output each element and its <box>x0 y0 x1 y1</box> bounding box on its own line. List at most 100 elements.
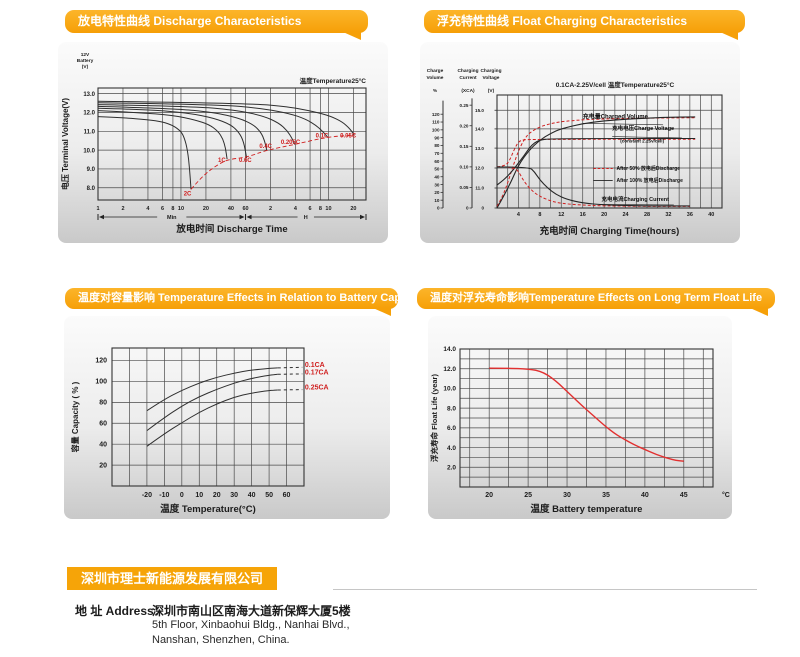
svg-text:90: 90 <box>434 135 440 140</box>
svg-text:Charging: Charging <box>480 68 501 74</box>
svg-text:10: 10 <box>434 198 440 203</box>
svg-text:20: 20 <box>485 492 493 499</box>
svg-text:30: 30 <box>230 492 238 499</box>
temp-capacity-banner-label: 温度对容量影响 Temperature Effects in Relation … <box>78 292 427 304</box>
svg-text:6.0: 6.0 <box>447 425 456 432</box>
svg-text:Min: Min <box>167 215 177 221</box>
svg-text:10.0: 10.0 <box>83 148 95 154</box>
svg-text:(V): (V) <box>82 64 89 70</box>
svg-text:35: 35 <box>602 492 610 499</box>
svg-text:0.10: 0.10 <box>460 165 469 170</box>
float-charging-chart-panel: 4 8 12 16 20 24 28 32 36 40 充电时间 Charging Time(hou… <box>420 42 740 243</box>
svg-text:30: 30 <box>434 182 440 187</box>
banner-tail-icon <box>373 308 391 316</box>
svg-text:H: H <box>304 215 308 221</box>
company-name-banner: 深圳市理士新能源发展有限公司 <box>67 567 278 590</box>
svg-text:24: 24 <box>623 212 630 218</box>
svg-text:充电电流Charging Current: 充电电流Charging Current <box>601 195 669 203</box>
svg-text:Charging: Charging <box>457 68 478 74</box>
svg-text:12.0: 12.0 <box>83 111 95 117</box>
svg-text:8: 8 <box>538 212 541 218</box>
svg-text:Voltage: Voltage <box>483 75 500 81</box>
svg-text:Battery: Battery <box>77 58 94 64</box>
svg-text:充电电压Charge Voltage: 充电电压Charge Voltage <box>612 124 674 132</box>
svg-text:0.05C: 0.05C <box>340 133 357 139</box>
banner-tail-icon <box>720 32 738 40</box>
svg-text:60: 60 <box>434 159 440 164</box>
temp-capacity-chart: -20 -10 0 10 20 30 40 50 60 温度 Temperature(°C) 20 4… <box>70 347 329 515</box>
svg-text:0.20: 0.20 <box>460 123 469 128</box>
float-life-chart-panel: 20 25 30 35 40 45 温度 Battery temperature 2.0 4.0… <box>428 316 732 519</box>
svg-text:0.15: 0.15 <box>460 144 469 149</box>
svg-text:20: 20 <box>213 492 221 499</box>
svg-text:0.17CA: 0.17CA <box>305 370 329 377</box>
svg-text:0.1CA: 0.1CA <box>305 362 325 369</box>
svg-text:2C: 2C <box>184 192 192 198</box>
temp-capacity-chart-panel: -20 -10 0 10 20 30 40 50 60 温度 Temperature(°C) 20 4… <box>64 316 390 519</box>
svg-text:40: 40 <box>434 174 440 179</box>
address-label: 地 址 Address： <box>75 604 166 618</box>
svg-text:20: 20 <box>601 212 607 218</box>
svg-text:容量 Capacity ( % ): 容量 Capacity ( % ) <box>70 381 80 453</box>
svg-text:20: 20 <box>99 462 107 469</box>
svg-text:After 100% 放电后Discharge: After 100% 放电后Discharge <box>616 177 683 184</box>
svg-text:6: 6 <box>309 206 312 212</box>
svg-text:12.0: 12.0 <box>475 166 484 171</box>
svg-text:12: 12 <box>558 212 564 218</box>
svg-text:1: 1 <box>96 206 99 212</box>
svg-text:32: 32 <box>665 212 671 218</box>
svg-text:13.0: 13.0 <box>83 92 95 98</box>
svg-text:11.0: 11.0 <box>84 129 96 135</box>
svg-text:0: 0 <box>437 206 440 211</box>
svg-text:45: 45 <box>680 492 688 499</box>
svg-text:80: 80 <box>99 400 107 407</box>
svg-text:浮充寿命 Float Life (year): 浮充寿命 Float Life (year) <box>429 374 439 462</box>
svg-text:40: 40 <box>248 492 256 499</box>
svg-text:2: 2 <box>269 206 272 212</box>
svg-text:60: 60 <box>283 492 291 499</box>
svg-text:14.0: 14.0 <box>443 346 456 353</box>
svg-text:%: % <box>433 88 438 94</box>
svg-text:100: 100 <box>432 128 440 133</box>
float-charging-banner-label: 浮充特性曲线 Float Charging Characteristics <box>437 14 688 28</box>
svg-text:充电量Charged Volume: 充电量Charged Volume <box>583 113 649 121</box>
float-charging-chart: 4 8 12 16 20 24 28 32 36 40 充电时间 Charging Time(hou… <box>427 68 723 237</box>
svg-text:10: 10 <box>325 206 331 212</box>
svg-text:120: 120 <box>432 112 440 117</box>
svg-text:80: 80 <box>434 143 440 148</box>
address-english-line2: Nanshan, Shenzhen, China. <box>152 634 290 646</box>
svg-text:14.0: 14.0 <box>475 127 484 132</box>
float-charging-banner: 浮充特性曲线 Float Charging Characteristics <box>424 10 745 40</box>
discharge-banner-label: 放电特性曲线 Discharge Characteristics <box>78 14 302 28</box>
svg-text:8.0: 8.0 <box>87 186 96 192</box>
svg-text:50: 50 <box>434 167 440 172</box>
svg-text:8.0: 8.0 <box>447 405 456 412</box>
svg-text:4.0: 4.0 <box>447 445 456 452</box>
svg-text:70: 70 <box>434 151 440 156</box>
svg-text:16: 16 <box>580 212 586 218</box>
svg-text:(constant 2.25v/cell): (constant 2.25v/cell) <box>620 138 664 143</box>
svg-text:充电时间 Charging Time(hours): 充电时间 Charging Time(hours) <box>540 225 680 237</box>
svg-text:(V): (V) <box>488 88 495 94</box>
svg-text:4: 4 <box>517 212 521 218</box>
svg-text:(XCA): (XCA) <box>461 88 475 94</box>
svg-text:12V: 12V <box>81 52 90 58</box>
svg-text:放电时间 Discharge Time: 放电时间 Discharge Time <box>175 223 287 235</box>
svg-text:0.4C: 0.4C <box>259 144 272 150</box>
svg-text:-10: -10 <box>159 492 169 499</box>
svg-text:40: 40 <box>708 212 714 218</box>
svg-text:0: 0 <box>466 206 469 211</box>
svg-text:13.0: 13.0 <box>475 146 484 151</box>
temp-capacity-banner: 温度对容量影响 Temperature Effects in Relation … <box>65 288 426 316</box>
svg-text:2.0: 2.0 <box>447 464 456 471</box>
footer-divider <box>333 589 757 590</box>
svg-text:9.0: 9.0 <box>87 167 96 173</box>
svg-text:40: 40 <box>641 492 649 499</box>
svg-text:10: 10 <box>195 492 203 499</box>
float-life-banner-label: 温度对浮充寿命影响Temperature Effects on Long Ter… <box>430 292 763 304</box>
svg-text:-20: -20 <box>142 492 152 499</box>
svg-text:After 50% 放电后Discharge: After 50% 放电后Discharge <box>616 165 680 172</box>
svg-text:1C: 1C <box>218 158 226 164</box>
